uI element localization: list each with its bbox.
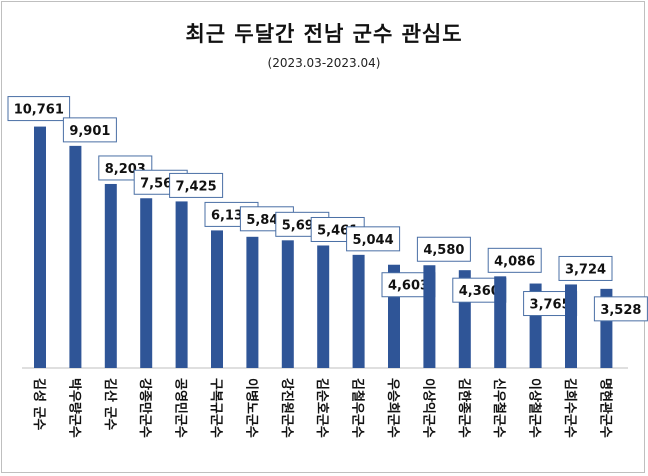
category-label-13: 신우철군수	[491, 378, 507, 438]
category-label-8: 김순호군수	[314, 378, 329, 438]
data-label-16: 3,528	[600, 303, 641, 318]
bar-0	[34, 126, 46, 368]
bar-6	[246, 236, 259, 368]
category-label-15: 김희수군수	[562, 378, 577, 438]
data-label-13: 4,086	[494, 254, 535, 269]
data-label-4: 7,425	[176, 179, 217, 194]
category-label-6: 이병노군수	[243, 378, 259, 438]
category-label-0: 김성 군수	[31, 378, 46, 430]
data-label-box-11	[416, 236, 471, 262]
category-label-16: 명현관군수	[597, 378, 613, 438]
data-label-1: 9,901	[69, 124, 110, 139]
bar-4	[175, 201, 188, 368]
chart-subtitle: (2023.03-2023.04)	[267, 56, 381, 70]
bar-3	[140, 198, 153, 368]
data-label-9: 5,044	[353, 233, 394, 248]
data-label-box-9	[346, 226, 401, 252]
category-label-14: 이상철군수	[527, 378, 543, 438]
data-label-11: 4,580	[423, 243, 464, 258]
bar-9	[352, 254, 365, 368]
category-label-11: 이상익군수	[420, 378, 436, 438]
category-label-10: 우승희군수	[385, 378, 400, 438]
data-label-14: 3,765	[530, 298, 571, 313]
bar-8	[317, 245, 330, 368]
category-label-4: 공영민군수	[173, 378, 189, 438]
bar-5	[211, 230, 223, 368]
data-label-10: 4,603	[388, 279, 429, 294]
data-label-box-4	[169, 172, 224, 198]
category-label-5: 구복규군수	[208, 378, 223, 438]
data-label-12: 4,360	[459, 284, 500, 299]
category-label-1: 박우량군수	[66, 378, 82, 438]
category-label-12: 김한종군수	[456, 378, 472, 438]
bar-13	[494, 276, 507, 368]
category-label-3: 강종만군수	[137, 378, 153, 438]
bar-1	[69, 145, 82, 368]
data-label-box-16	[593, 296, 648, 322]
bar-7	[281, 240, 294, 368]
bar-2	[104, 183, 117, 368]
data-label-box-0	[7, 96, 71, 122]
category-label-9: 김철우군수	[350, 378, 366, 438]
data-label-box-1	[62, 117, 117, 143]
data-label-15: 3,724	[565, 262, 606, 277]
bar-15	[565, 284, 577, 368]
data-label-box-13	[487, 247, 542, 273]
category-label-2: 김산 군수	[102, 378, 118, 430]
data-label-0: 10,761	[14, 103, 64, 118]
data-label-box-15	[558, 255, 613, 281]
bar-11	[423, 265, 436, 368]
chart-title: 최근 두달간 전남 군수 관심도	[185, 22, 463, 46]
category-label-7: 강진원군수	[279, 378, 295, 438]
